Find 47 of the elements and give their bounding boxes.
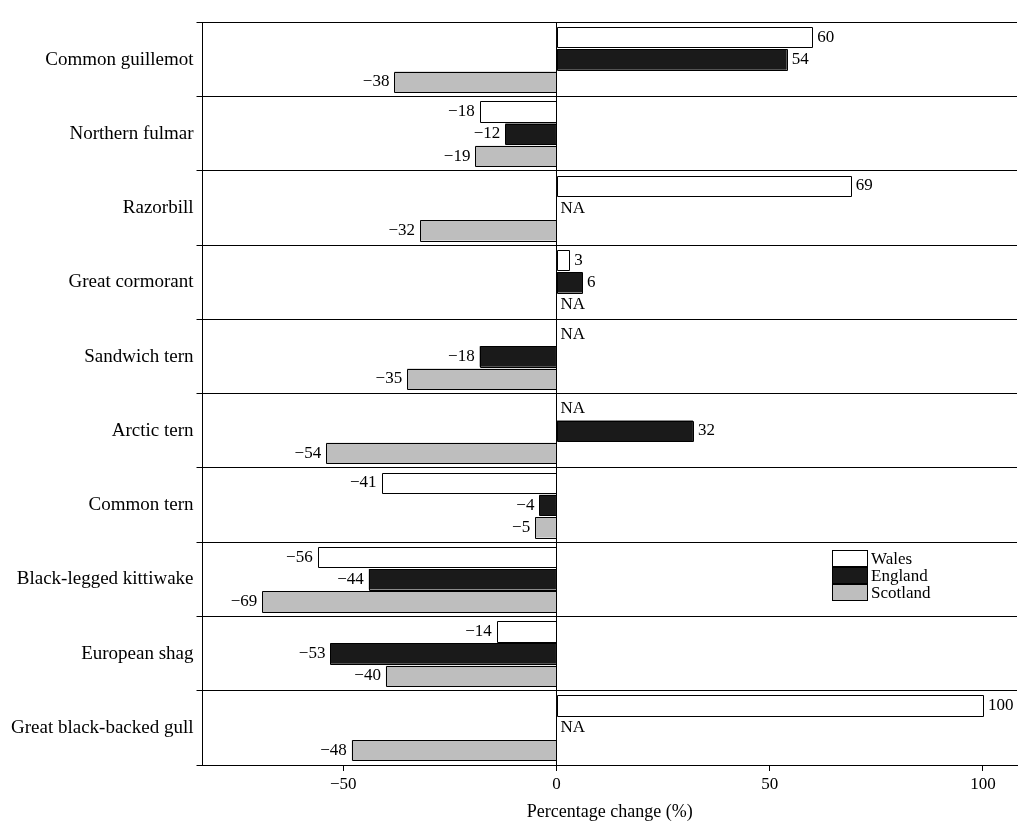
y-tick-label: Common tern [88, 493, 195, 515]
data-label: −56 [286, 546, 313, 566]
data-label: 60 [817, 26, 835, 46]
y-tick-label: European shag [81, 641, 195, 663]
data-label: 69 [855, 175, 873, 195]
x-tick-label: 100 [970, 773, 996, 793]
y-tick-label: Black-legged kittiwake [16, 567, 194, 589]
data-label: 6 [587, 271, 596, 291]
x-tick-label: −50 [329, 773, 357, 793]
y-tick-label: Arctic tern [111, 418, 195, 440]
data-label: −32 [388, 219, 415, 239]
y-tick-label: Sandwich tern [84, 344, 195, 366]
x-tick-label: 0 [552, 773, 561, 793]
y-tick-label: Great cormorant [68, 270, 195, 292]
data-label: 54 [791, 49, 810, 68]
y-tick-label: Northern fulmar [69, 121, 195, 143]
text: NA [560, 323, 586, 343]
x-axis-title: Percentage change (%) [526, 800, 693, 822]
data-label: −35 [375, 368, 403, 388]
data-label: −53 [298, 643, 326, 663]
data-label: 32 [697, 420, 715, 440]
data-label: −48 [320, 739, 347, 759]
text: NA [560, 294, 586, 314]
data-label: −19 [443, 145, 471, 165]
y-tick-label: Common guillemot [45, 47, 195, 69]
data-label: −5 [512, 516, 531, 536]
data-label: −12 [473, 123, 501, 143]
y-tick-label: Great black-backed gull [10, 715, 194, 737]
data-label: −14 [465, 620, 493, 640]
data-label: −40 [354, 665, 381, 685]
data-label: −54 [294, 442, 322, 462]
data-label: −38 [362, 71, 390, 91]
data-label: −69 [230, 591, 258, 611]
text: NA [560, 197, 586, 217]
data-label: −44 [337, 568, 365, 588]
x-tick-label: 50 [761, 773, 779, 793]
data-label: 3 [574, 249, 583, 269]
text: NA [560, 717, 586, 737]
text: Wales [871, 548, 913, 568]
data-label: −18 [448, 100, 475, 120]
data-label: 100 [987, 695, 1014, 715]
data-label: −41 [350, 472, 377, 492]
data-label: −4 [516, 494, 535, 514]
legend-label: England [871, 565, 928, 585]
data-label: −18 [448, 346, 475, 366]
text: NA [560, 398, 586, 418]
y-tick-label: Razorbill [122, 196, 194, 218]
